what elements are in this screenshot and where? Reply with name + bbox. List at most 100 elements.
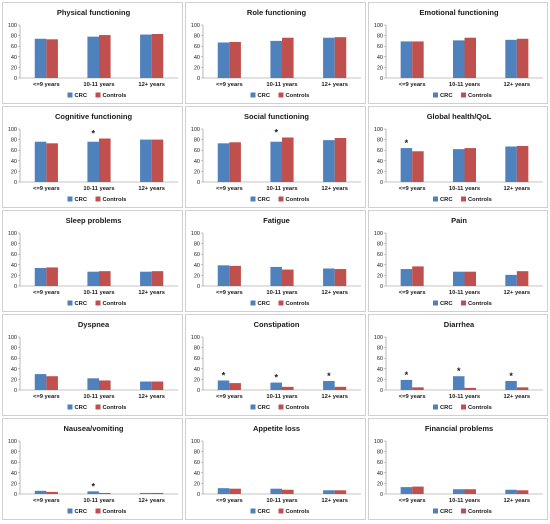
x-tick-label: 12+ years: [321, 498, 348, 504]
chart-svg-dyspnea: Dyspnea 0 20 40 60 80 100 <=9 years 10-11 years 1…: [8, 320, 178, 411]
chart-title: Constipation: [254, 320, 300, 329]
legend-label-controls: Controls: [468, 405, 492, 411]
legend-label-controls: Controls: [103, 509, 127, 515]
y-tick-label: 60: [194, 252, 200, 258]
bar-controls-2: [99, 271, 111, 286]
x-tick-label: <=9 years: [216, 290, 243, 296]
legend-label-controls: Controls: [468, 301, 492, 307]
bar-crc-3: [140, 139, 152, 182]
chart-panel-cognitive-functioning: Cognitive functioning 0 20 40 60 80 100 <=9 yea…: [2, 106, 183, 208]
x-tick-label: <=9 years: [33, 82, 60, 88]
chart-panel-diarrhea: Diarrhea 0 20 40 60 80 100 <=9 years * 10-11 year…: [368, 314, 548, 416]
bar-crc-2: [452, 376, 465, 390]
y-tick-label: 100: [8, 127, 17, 133]
legend-swatch-controls: [461, 404, 466, 410]
y-tick-label: 0: [197, 180, 200, 186]
chart-svg-emotional-functioning: Emotional functioning 0 20 40 60 80 100 <=9 yea…: [374, 8, 543, 99]
bar-crc-1: [34, 141, 47, 182]
legend-label-crc: CRC: [258, 93, 271, 99]
significance-marker: *: [91, 129, 95, 139]
y-tick-label: 20: [377, 169, 383, 175]
bar-controls-2: [99, 35, 111, 78]
bar-controls-2: [282, 37, 294, 78]
bar-crc-1: [217, 265, 230, 286]
legend-swatch-crc: [433, 196, 438, 202]
legend-label-crc: CRC: [75, 301, 88, 307]
legend-label-crc: CRC: [440, 405, 453, 411]
chart-title: Cognitive functioning: [55, 112, 132, 121]
legend-label-crc: CRC: [440, 509, 453, 515]
y-tick-label: 100: [8, 335, 17, 341]
x-tick-label: <=9 years: [33, 394, 60, 400]
y-tick-label: 0: [380, 492, 383, 498]
bar-crc-1: [34, 38, 47, 78]
bar-crc-3: [140, 271, 152, 286]
y-tick-label: 0: [14, 388, 17, 394]
legend-swatch-controls: [278, 92, 284, 98]
bar-crc-3: [505, 146, 517, 182]
legend-swatch-crc: [250, 92, 256, 98]
x-tick-label: <=9 years: [33, 498, 60, 504]
chart-panel-social-functioning: Social functioning 0 20 40 60 80 100 <=9 years 1…: [185, 106, 366, 208]
y-tick-label: 60: [194, 460, 200, 466]
legend-swatch-controls: [95, 196, 101, 202]
y-tick-label: 60: [194, 356, 200, 362]
bar-controls-2: [282, 269, 294, 286]
legend-label-crc: CRC: [440, 301, 453, 307]
bar-controls-3: [334, 269, 347, 286]
x-tick-label: <=9 years: [399, 394, 426, 400]
legend-swatch-controls: [278, 196, 284, 202]
legend-label-crc: CRC: [258, 405, 271, 411]
y-tick-label: 20: [11, 377, 17, 383]
x-tick-label: 10-11 years: [449, 82, 480, 88]
legend-label-controls: Controls: [286, 301, 310, 307]
y-tick-label: 60: [11, 356, 17, 362]
chart-title: Emotional functioning: [419, 8, 499, 17]
chart-title: Physical functioning: [57, 8, 131, 17]
y-tick-label: 20: [11, 481, 17, 487]
chart-svg-appetite-loss: Appetite loss 0 20 40 60 80 100 <=9 years 10-11 …: [191, 424, 361, 515]
chart-svg-pain: Pain 0 20 40 60 80 100 <=9 years 10-11 years 12+ …: [374, 216, 543, 307]
y-tick-label: 80: [194, 346, 200, 352]
legend-label-crc: CRC: [440, 93, 453, 99]
x-tick-label: 10-11 years: [449, 186, 480, 192]
y-tick-label: 60: [11, 460, 17, 466]
bar-crc-2: [270, 266, 282, 286]
x-tick-label: 12+ years: [321, 82, 348, 88]
chart-title: Role functioning: [247, 8, 307, 17]
x-tick-label: <=9 years: [33, 290, 60, 296]
bar-crc-2: [87, 271, 99, 286]
y-tick-label: 100: [191, 231, 200, 237]
x-tick-label: <=9 years: [216, 82, 243, 88]
bar-crc-2: [452, 489, 465, 494]
x-tick-label: 10-11 years: [83, 394, 114, 400]
y-tick-label: 0: [197, 492, 200, 498]
chart-panel-role-functioning: Role functioning 0 20 40 60 80 100 <=9 years 10-…: [185, 2, 366, 104]
bar-controls-3: [516, 271, 529, 286]
y-tick-label: 40: [11, 55, 17, 61]
bar-crc-1: [34, 267, 47, 286]
x-tick-label: 10-11 years: [83, 498, 114, 504]
bar-controls-1: [46, 39, 58, 78]
bar-controls-1: [229, 488, 241, 494]
x-tick-label: 10-11 years: [266, 394, 297, 400]
y-tick-label: 100: [8, 231, 17, 237]
bar-crc-3: [505, 489, 517, 494]
x-tick-label: 12+ years: [138, 394, 165, 400]
legend-swatch-controls: [278, 508, 284, 514]
chart-panel-constipation: Constipation 0 20 40 60 80 100 <=9 years * 10-11 …: [185, 314, 366, 416]
bar-crc-2: [270, 382, 282, 390]
y-tick-label: 40: [194, 263, 200, 269]
x-tick-label: 10-11 years: [266, 82, 297, 88]
bar-controls-1: [412, 266, 424, 286]
y-tick-label: 60: [11, 148, 17, 154]
y-tick-label: 80: [11, 34, 17, 40]
y-tick-label: 40: [194, 367, 200, 373]
legend-swatch-crc: [250, 404, 256, 410]
legend-label-controls: Controls: [468, 197, 492, 203]
bar-controls-1: [229, 41, 241, 78]
x-tick-label: 10-11 years: [449, 498, 480, 504]
significance-marker: *: [405, 370, 409, 380]
y-tick-label: 0: [197, 388, 200, 394]
x-tick-label: <=9 years: [399, 498, 426, 504]
